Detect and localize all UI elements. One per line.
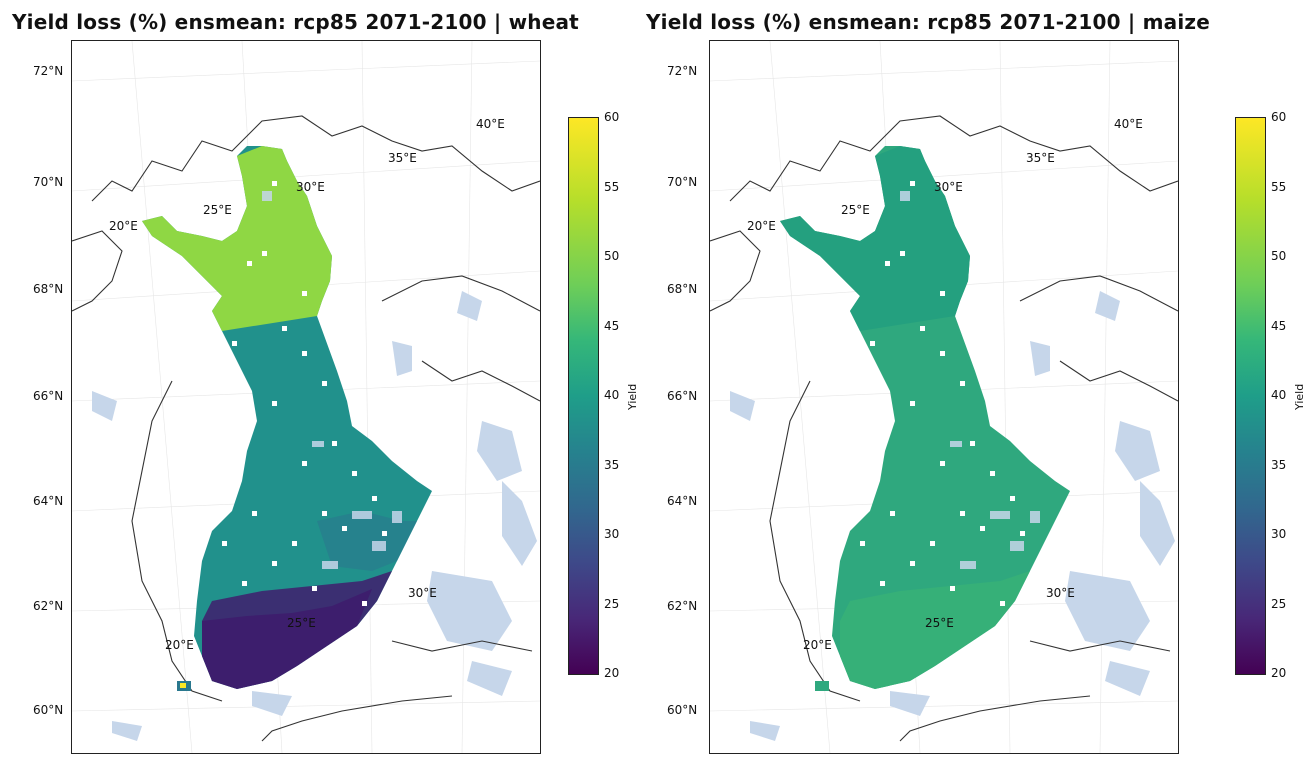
lon-label: 30°E [934, 180, 963, 194]
lon-label: 25°E [287, 616, 316, 630]
colorbar-tick: 55 [604, 180, 620, 194]
colorbar-tick: 25 [604, 597, 620, 611]
colorbar-tick: 30 [604, 527, 620, 541]
colorbar-tick: 30 [1271, 527, 1287, 541]
lat-label: 62°N [33, 599, 64, 613]
lat-label: 70°N [33, 175, 64, 189]
lon-label: 20°E [109, 219, 138, 233]
wheat-colorbar [568, 117, 599, 675]
lat-label: 64°N [667, 494, 698, 508]
colorbar-tick: 55 [1271, 180, 1287, 194]
lakes [730, 291, 1175, 741]
lat-label: 60°N [667, 703, 698, 717]
colorbar-tick: 25 [1271, 597, 1287, 611]
colorbar-tick: 45 [604, 319, 620, 333]
colorbar-tick: 40 [604, 388, 620, 402]
lon-label: 40°E [1114, 117, 1143, 131]
lon-label: 20°E [803, 638, 832, 652]
maize-map-frame: 20°E 25°E 30°E 35°E 40°E 30°E 25°E 20°E [709, 40, 1179, 754]
aland-islands [815, 681, 829, 691]
lon-label: 20°E [165, 638, 194, 652]
colorbar-label: Yield [626, 383, 639, 410]
lon-label: 30°E [296, 180, 325, 194]
aland-islands [177, 681, 191, 691]
lat-label: 70°N [667, 175, 698, 189]
wheat-map-svg [72, 41, 540, 753]
colorbar-tick: 20 [1271, 666, 1287, 680]
lon-label: 35°E [1026, 151, 1055, 165]
lon-label: 25°E [841, 203, 870, 217]
lat-label: 72°N [33, 64, 64, 78]
coastlines [72, 115, 540, 742]
lakes [92, 291, 537, 741]
wheat-map-panel: Yield loss (%) ensmean: rcp85 2071-2100 … [0, 0, 650, 768]
wheat-map-title: Yield loss (%) ensmean: rcp85 2071-2100 … [12, 10, 579, 34]
lat-label: 72°N [667, 64, 698, 78]
lon-label: 30°E [1046, 586, 1075, 600]
colorbar-tick: 50 [1271, 249, 1287, 263]
lat-label: 66°N [667, 389, 698, 403]
colorbar-tick: 20 [604, 666, 620, 680]
lon-label: 20°E [747, 219, 776, 233]
wheat-map-frame: 20°E 25°E 30°E 35°E 40°E 30°E 25°E 20°E [71, 40, 541, 754]
maize-map-svg [710, 41, 1178, 753]
colorbar-tick: 40 [1271, 388, 1287, 402]
lat-label: 60°N [33, 703, 64, 717]
lon-label: 25°E [203, 203, 232, 217]
finland-yield-grid [780, 146, 1070, 689]
lat-label: 64°N [33, 494, 64, 508]
colorbar-label: Yield [1293, 383, 1303, 410]
colorbar-tick: 60 [1271, 110, 1287, 124]
finland-yield-grid [142, 146, 432, 689]
maize-colorbar [1235, 117, 1266, 675]
colorbar-tick: 35 [1271, 458, 1287, 472]
lon-label: 30°E [408, 586, 437, 600]
maize-map-panel: Yield loss (%) ensmean: rcp85 2071-2100 … [646, 0, 1303, 768]
lat-label: 66°N [33, 389, 64, 403]
colorbar-tick: 35 [604, 458, 620, 472]
colorbar-tick: 60 [604, 110, 620, 124]
lat-label: 62°N [667, 599, 698, 613]
lon-label: 25°E [925, 616, 954, 630]
lat-label: 68°N [667, 282, 698, 296]
colorbar-tick: 45 [1271, 319, 1287, 333]
lat-label: 68°N [33, 282, 64, 296]
lon-label: 35°E [388, 151, 417, 165]
colorbar-tick: 50 [604, 249, 620, 263]
lon-label: 40°E [476, 117, 505, 131]
maize-map-title: Yield loss (%) ensmean: rcp85 2071-2100 … [646, 10, 1210, 34]
